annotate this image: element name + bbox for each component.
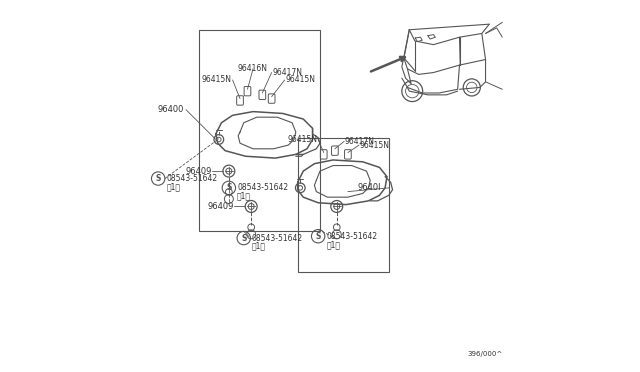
Text: 96415N: 96415N [202,76,232,84]
Text: S: S [241,234,246,243]
Text: S: S [316,232,321,241]
Text: 08543-51642: 08543-51642 [166,174,218,183]
Text: （1）: （1） [237,192,251,201]
Bar [298,138,389,272]
Text: 96409: 96409 [185,167,211,176]
Text: （1）: （1） [252,242,266,251]
Bar [199,30,320,231]
Text: 08543-51642: 08543-51642 [252,234,303,243]
Text: 08543-51642: 08543-51642 [237,183,288,192]
Text: （1）: （1） [326,240,340,249]
Text: 396/000^: 396/000^ [467,351,502,357]
Text: S: S [226,183,232,192]
Text: 9640l: 9640l [357,183,381,192]
Text: 08543-51642: 08543-51642 [326,232,378,241]
Text: 96415N: 96415N [360,141,390,150]
Text: 96417N: 96417N [345,137,375,146]
Text: 96400: 96400 [158,105,184,114]
Text: 96415N: 96415N [285,76,316,84]
Text: （1）: （1） [166,182,180,191]
Text: 96416N: 96416N [237,64,268,73]
Text: 96409: 96409 [207,202,234,211]
Text: 96415N: 96415N [287,135,317,144]
Text: S: S [156,174,161,183]
Text: 96417N: 96417N [273,68,302,77]
